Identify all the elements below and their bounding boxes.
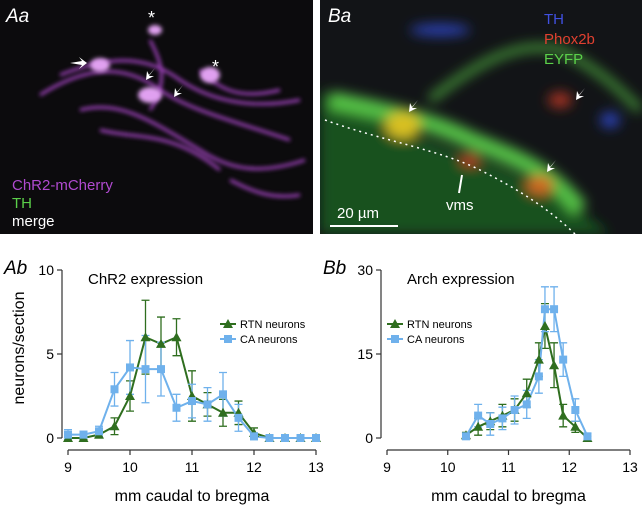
legend-text: EYFP (544, 51, 583, 68)
x-tick-label: 12 (246, 459, 262, 475)
legend-marker (224, 335, 232, 343)
chart-title: ChR2 expression (88, 271, 203, 288)
legend-label: CA neurons (240, 334, 298, 346)
marker (126, 363, 134, 372)
marker (95, 427, 103, 436)
marker (64, 430, 72, 439)
marker (549, 360, 560, 370)
x-tick-label: 9 (64, 459, 72, 475)
scale-bar-label: 20 µm (337, 205, 379, 222)
marker (125, 391, 135, 400)
marker (296, 434, 305, 442)
legend-label: RTN neurons (407, 319, 473, 331)
marker (172, 403, 181, 412)
marker (79, 430, 88, 439)
marker (188, 397, 196, 406)
annotation: * (212, 57, 219, 77)
annotation: vms (446, 197, 474, 214)
marker (534, 372, 543, 381)
y-axis-label: neurons/section (11, 292, 28, 405)
legend-label: CA neurons (407, 334, 465, 346)
chart-title: Arch expression (407, 271, 515, 288)
legend-text: Phox2b (544, 31, 595, 48)
y-tick-label: 30 (357, 262, 373, 278)
marker (461, 432, 470, 441)
marker (156, 338, 166, 348)
marker (533, 354, 544, 364)
marker (171, 332, 182, 342)
marker (203, 400, 212, 409)
x-tick-label: 9 (383, 459, 391, 475)
marker (486, 420, 495, 428)
marker (109, 421, 120, 431)
legend-text: merge (12, 213, 55, 230)
marker (157, 365, 165, 374)
marker (140, 332, 151, 342)
marker (521, 388, 532, 398)
marker (559, 355, 568, 364)
marker (498, 414, 507, 423)
y-tick-label: 5 (46, 346, 54, 362)
x-tick-label: 13 (308, 459, 324, 475)
legend-text: TH (12, 195, 32, 212)
x-tick-label: 12 (561, 459, 577, 475)
x-axis-label: mm caudal to bregma (431, 488, 586, 505)
legend-text: ChR2-mCherry (12, 177, 113, 194)
marker (474, 411, 483, 420)
marker (510, 406, 519, 414)
marker (558, 410, 569, 420)
marker (218, 407, 228, 417)
marker (550, 305, 559, 314)
micrograph-b (320, 0, 642, 234)
x-tick-label: 10 (122, 459, 138, 475)
marker (281, 434, 289, 442)
marker (234, 413, 243, 422)
x-axis-label: mm caudal to bregma (115, 488, 270, 505)
marker (250, 432, 258, 441)
legend-marker (391, 335, 399, 343)
panel-label: Aa (5, 6, 29, 27)
marker (219, 390, 227, 399)
micrograph-a (0, 0, 313, 234)
y-tick-label: 0 (365, 430, 373, 446)
marker (473, 421, 484, 431)
panel-label: Ba (328, 6, 351, 27)
annotation: * (148, 8, 155, 28)
x-tick-label: 10 (440, 459, 456, 475)
marker (539, 321, 550, 330)
x-tick-label: 11 (185, 459, 200, 475)
x-tick-label: 11 (501, 459, 516, 475)
marker (312, 434, 320, 442)
panel-label: Bb (323, 258, 346, 279)
legend-text: TH (544, 11, 564, 28)
marker (522, 400, 531, 409)
y-tick-label: 0 (46, 430, 54, 446)
marker (571, 406, 580, 414)
arrows (70, 57, 183, 97)
marker (583, 432, 592, 441)
legend-marker (223, 319, 233, 328)
y-tick-label: 10 (38, 262, 54, 278)
y-tick-label: 15 (357, 346, 373, 362)
x-tick-label: 13 (622, 459, 638, 475)
marker (110, 385, 119, 394)
marker (265, 434, 274, 442)
legend-marker (390, 319, 400, 328)
marker (141, 365, 150, 374)
marker (570, 421, 581, 431)
panel-label: Ab (3, 258, 27, 279)
legend-label: RTN neurons (240, 319, 306, 331)
marker (540, 305, 549, 314)
